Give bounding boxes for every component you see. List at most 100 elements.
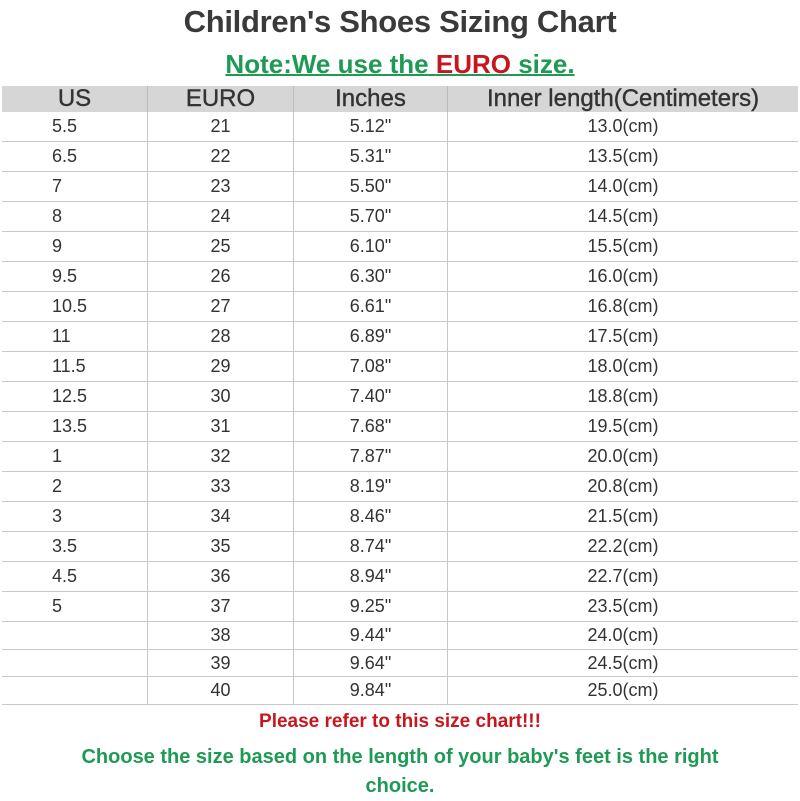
cell-inches: 8.94" <box>293 561 448 592</box>
table-row: 4.5 36 8.94" 22.7(cm) <box>2 561 798 592</box>
table-row: 5 37 9.25" 23.5(cm) <box>2 591 798 622</box>
cell-euro-size: 24 <box>147 201 294 232</box>
table-row: 1 32 7.87" 20.0(cm) <box>2 441 798 472</box>
cell-euro-size: 39 <box>147 649 294 678</box>
cell-euro-size: 30 <box>147 381 294 412</box>
table-row: 5.5 21 5.12" 13.0(cm) <box>2 112 798 142</box>
table-row: 40 9.84" 25.0(cm) <box>2 676 798 706</box>
cell-euro-size: 37 <box>147 591 294 622</box>
table-row: 13.5 31 7.68" 19.5(cm) <box>2 411 798 442</box>
cell-us-size: 9.5 <box>2 261 148 292</box>
cell-inches: 6.30" <box>293 261 448 292</box>
cell-us-size: 6.5 <box>2 141 148 172</box>
cell-inches: 7.08" <box>293 351 448 382</box>
table-row: 11.5 29 7.08" 18.0(cm) <box>2 351 798 382</box>
cell-us-size: 8 <box>2 201 148 232</box>
header-euro: EURO <box>147 85 294 112</box>
table-row: 38 9.44" 24.0(cm) <box>2 621 798 650</box>
table-row: 11 28 6.89" 17.5(cm) <box>2 321 798 352</box>
cell-inches: 9.44" <box>293 621 448 650</box>
refer-notice: Please refer to this size chart!!! <box>259 711 541 732</box>
table-row: 7 23 5.50" 14.0(cm) <box>2 171 798 202</box>
cell-euro-size: 36 <box>147 561 294 592</box>
cell-inner-length: 15.5(cm) <box>447 231 798 262</box>
cell-us-size: 13.5 <box>2 411 148 442</box>
cell-inner-length: 24.0(cm) <box>447 621 798 650</box>
cell-us-size <box>2 676 148 706</box>
cell-inches: 7.68" <box>293 411 448 442</box>
table-row: 3 34 8.46" 21.5(cm) <box>2 501 798 532</box>
cell-euro-size: 29 <box>147 351 294 382</box>
cell-us-size: 9 <box>2 231 148 262</box>
cell-euro-size: 28 <box>147 321 294 352</box>
cell-inner-length: 20.0(cm) <box>447 441 798 472</box>
cell-inner-length: 17.5(cm) <box>447 321 798 352</box>
euro-size-note: Note:We use the EURO size. <box>0 49 800 80</box>
table-row: 12.5 30 7.40" 18.8(cm) <box>2 381 798 412</box>
cell-inches: 8.19" <box>293 471 448 502</box>
cell-inches: 9.84" <box>293 676 448 706</box>
cell-euro-size: 38 <box>147 621 294 650</box>
table-row: 9.5 26 6.30" 16.0(cm) <box>2 261 798 292</box>
cell-euro-size: 35 <box>147 531 294 562</box>
cell-inches: 6.89" <box>293 321 448 352</box>
table-row: 39 9.64" 24.5(cm) <box>2 649 798 678</box>
cell-us-size: 3.5 <box>2 531 148 562</box>
cell-inner-length: 18.0(cm) <box>447 351 798 382</box>
size-table: US EURO Inches Inner length(Centimeters)… <box>2 85 798 706</box>
cell-us-size <box>2 621 148 650</box>
cell-euro-size: 32 <box>147 441 294 472</box>
cell-inner-length: 16.8(cm) <box>447 291 798 322</box>
cell-us-size: 2 <box>2 471 148 502</box>
cell-inches: 7.87" <box>293 441 448 472</box>
cell-us-size: 5.5 <box>2 112 148 142</box>
table-row: 2 33 8.19" 20.8(cm) <box>2 471 798 502</box>
cell-inner-length: 19.5(cm) <box>447 411 798 442</box>
cell-euro-size: 27 <box>147 291 294 322</box>
cell-inches: 8.46" <box>293 501 448 532</box>
cell-inches: 9.25" <box>293 591 448 622</box>
table-row: 10.5 27 6.61" 16.8(cm) <box>2 291 798 322</box>
cell-us-size: 1 <box>2 441 148 472</box>
note-suffix: size. <box>510 49 575 79</box>
cell-inches: 9.64" <box>293 649 448 678</box>
cell-inner-length: 24.5(cm) <box>447 649 798 678</box>
cell-us-size: 11 <box>2 321 148 352</box>
cell-inner-length: 18.8(cm) <box>447 381 798 412</box>
chart-title: Children's Shoes Sizing Chart <box>183 4 617 39</box>
table-row: 6.5 22 5.31" 13.5(cm) <box>2 141 798 172</box>
cell-inches: 8.74" <box>293 531 448 562</box>
cell-us-size: 3 <box>2 501 148 532</box>
cell-inches: 6.10" <box>293 231 448 262</box>
cell-inner-length: 14.5(cm) <box>447 201 798 232</box>
choose-advice: Choose the size based on the length of y… <box>81 746 719 797</box>
header-us: US <box>2 85 148 112</box>
cell-inner-length: 16.0(cm) <box>447 261 798 292</box>
cell-euro-size: 40 <box>147 676 294 706</box>
cell-inner-length: 20.8(cm) <box>447 471 798 502</box>
cell-us-size: 12.5 <box>2 381 148 412</box>
cell-euro-size: 22 <box>147 141 294 172</box>
cell-euro-size: 21 <box>147 112 294 142</box>
cell-us-size: 5 <box>2 591 148 622</box>
cell-us-size <box>2 649 148 678</box>
note-prefix: Note:We use the <box>225 49 436 79</box>
cell-us-size: 11.5 <box>2 351 148 382</box>
header-inches: Inches <box>293 85 448 112</box>
note-euro-highlight: EURO <box>435 49 511 79</box>
cell-inches: 5.50" <box>293 171 448 202</box>
cell-euro-size: 25 <box>147 231 294 262</box>
header-inner-length: Inner length(Centimeters) <box>447 85 798 112</box>
cell-inner-length: 22.7(cm) <box>447 561 798 592</box>
cell-inner-length: 14.0(cm) <box>447 171 798 202</box>
cell-inner-length: 13.0(cm) <box>447 112 798 142</box>
cell-inner-length: 25.0(cm) <box>447 676 798 706</box>
cell-inner-length: 23.5(cm) <box>447 591 798 622</box>
cell-us-size: 4.5 <box>2 561 148 592</box>
cell-us-size: 10.5 <box>2 291 148 322</box>
cell-inner-length: 21.5(cm) <box>447 501 798 532</box>
table-row: 3.5 35 8.74" 22.2(cm) <box>2 531 798 562</box>
table-row: 9 25 6.10" 15.5(cm) <box>2 231 798 262</box>
cell-euro-size: 34 <box>147 501 294 532</box>
cell-inches: 6.61" <box>293 291 448 322</box>
